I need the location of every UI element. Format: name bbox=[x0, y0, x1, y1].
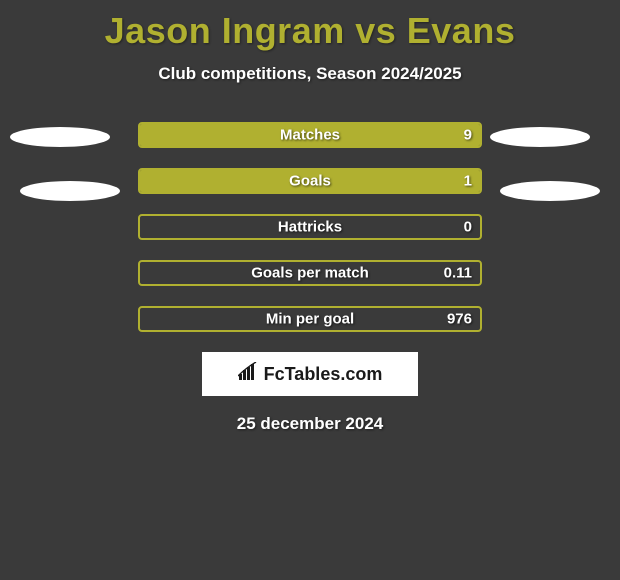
brand-box: FcTables.com bbox=[202, 352, 418, 396]
stat-row: Goals 1 bbox=[138, 168, 482, 194]
brand-text: FcTables.com bbox=[264, 364, 383, 385]
decorative-ellipse bbox=[10, 127, 110, 147]
subtitle: Club competitions, Season 2024/2025 bbox=[0, 64, 620, 84]
stat-value: 1 bbox=[464, 173, 472, 190]
brand-label: FcTables.com bbox=[238, 362, 383, 387]
stat-label: Min per goal bbox=[266, 311, 354, 328]
stat-row: Min per goal 976 bbox=[138, 306, 482, 332]
date-label: 25 december 2024 bbox=[0, 414, 620, 434]
stat-row: Matches 9 bbox=[138, 122, 482, 148]
decorative-ellipse bbox=[20, 181, 120, 201]
stat-value: 976 bbox=[447, 311, 472, 328]
stat-value: 9 bbox=[464, 127, 472, 144]
stat-label: Goals bbox=[289, 173, 331, 190]
stat-label: Goals per match bbox=[251, 265, 369, 282]
decorative-ellipse bbox=[490, 127, 590, 147]
stat-row: Hattricks 0 bbox=[138, 214, 482, 240]
stat-row: Goals per match 0.11 bbox=[138, 260, 482, 286]
stat-label: Matches bbox=[280, 127, 340, 144]
bar-chart-icon bbox=[238, 362, 260, 387]
decorative-ellipse bbox=[500, 181, 600, 201]
stat-value: 0.11 bbox=[444, 265, 472, 282]
stat-label: Hattricks bbox=[278, 219, 342, 236]
comparison-chart: Matches 9 Goals 1 Hattricks 0 Goals per match 0… bbox=[0, 122, 620, 434]
stat-value: 0 bbox=[464, 219, 472, 236]
page-title: Jason Ingram vs Evans bbox=[0, 0, 620, 52]
